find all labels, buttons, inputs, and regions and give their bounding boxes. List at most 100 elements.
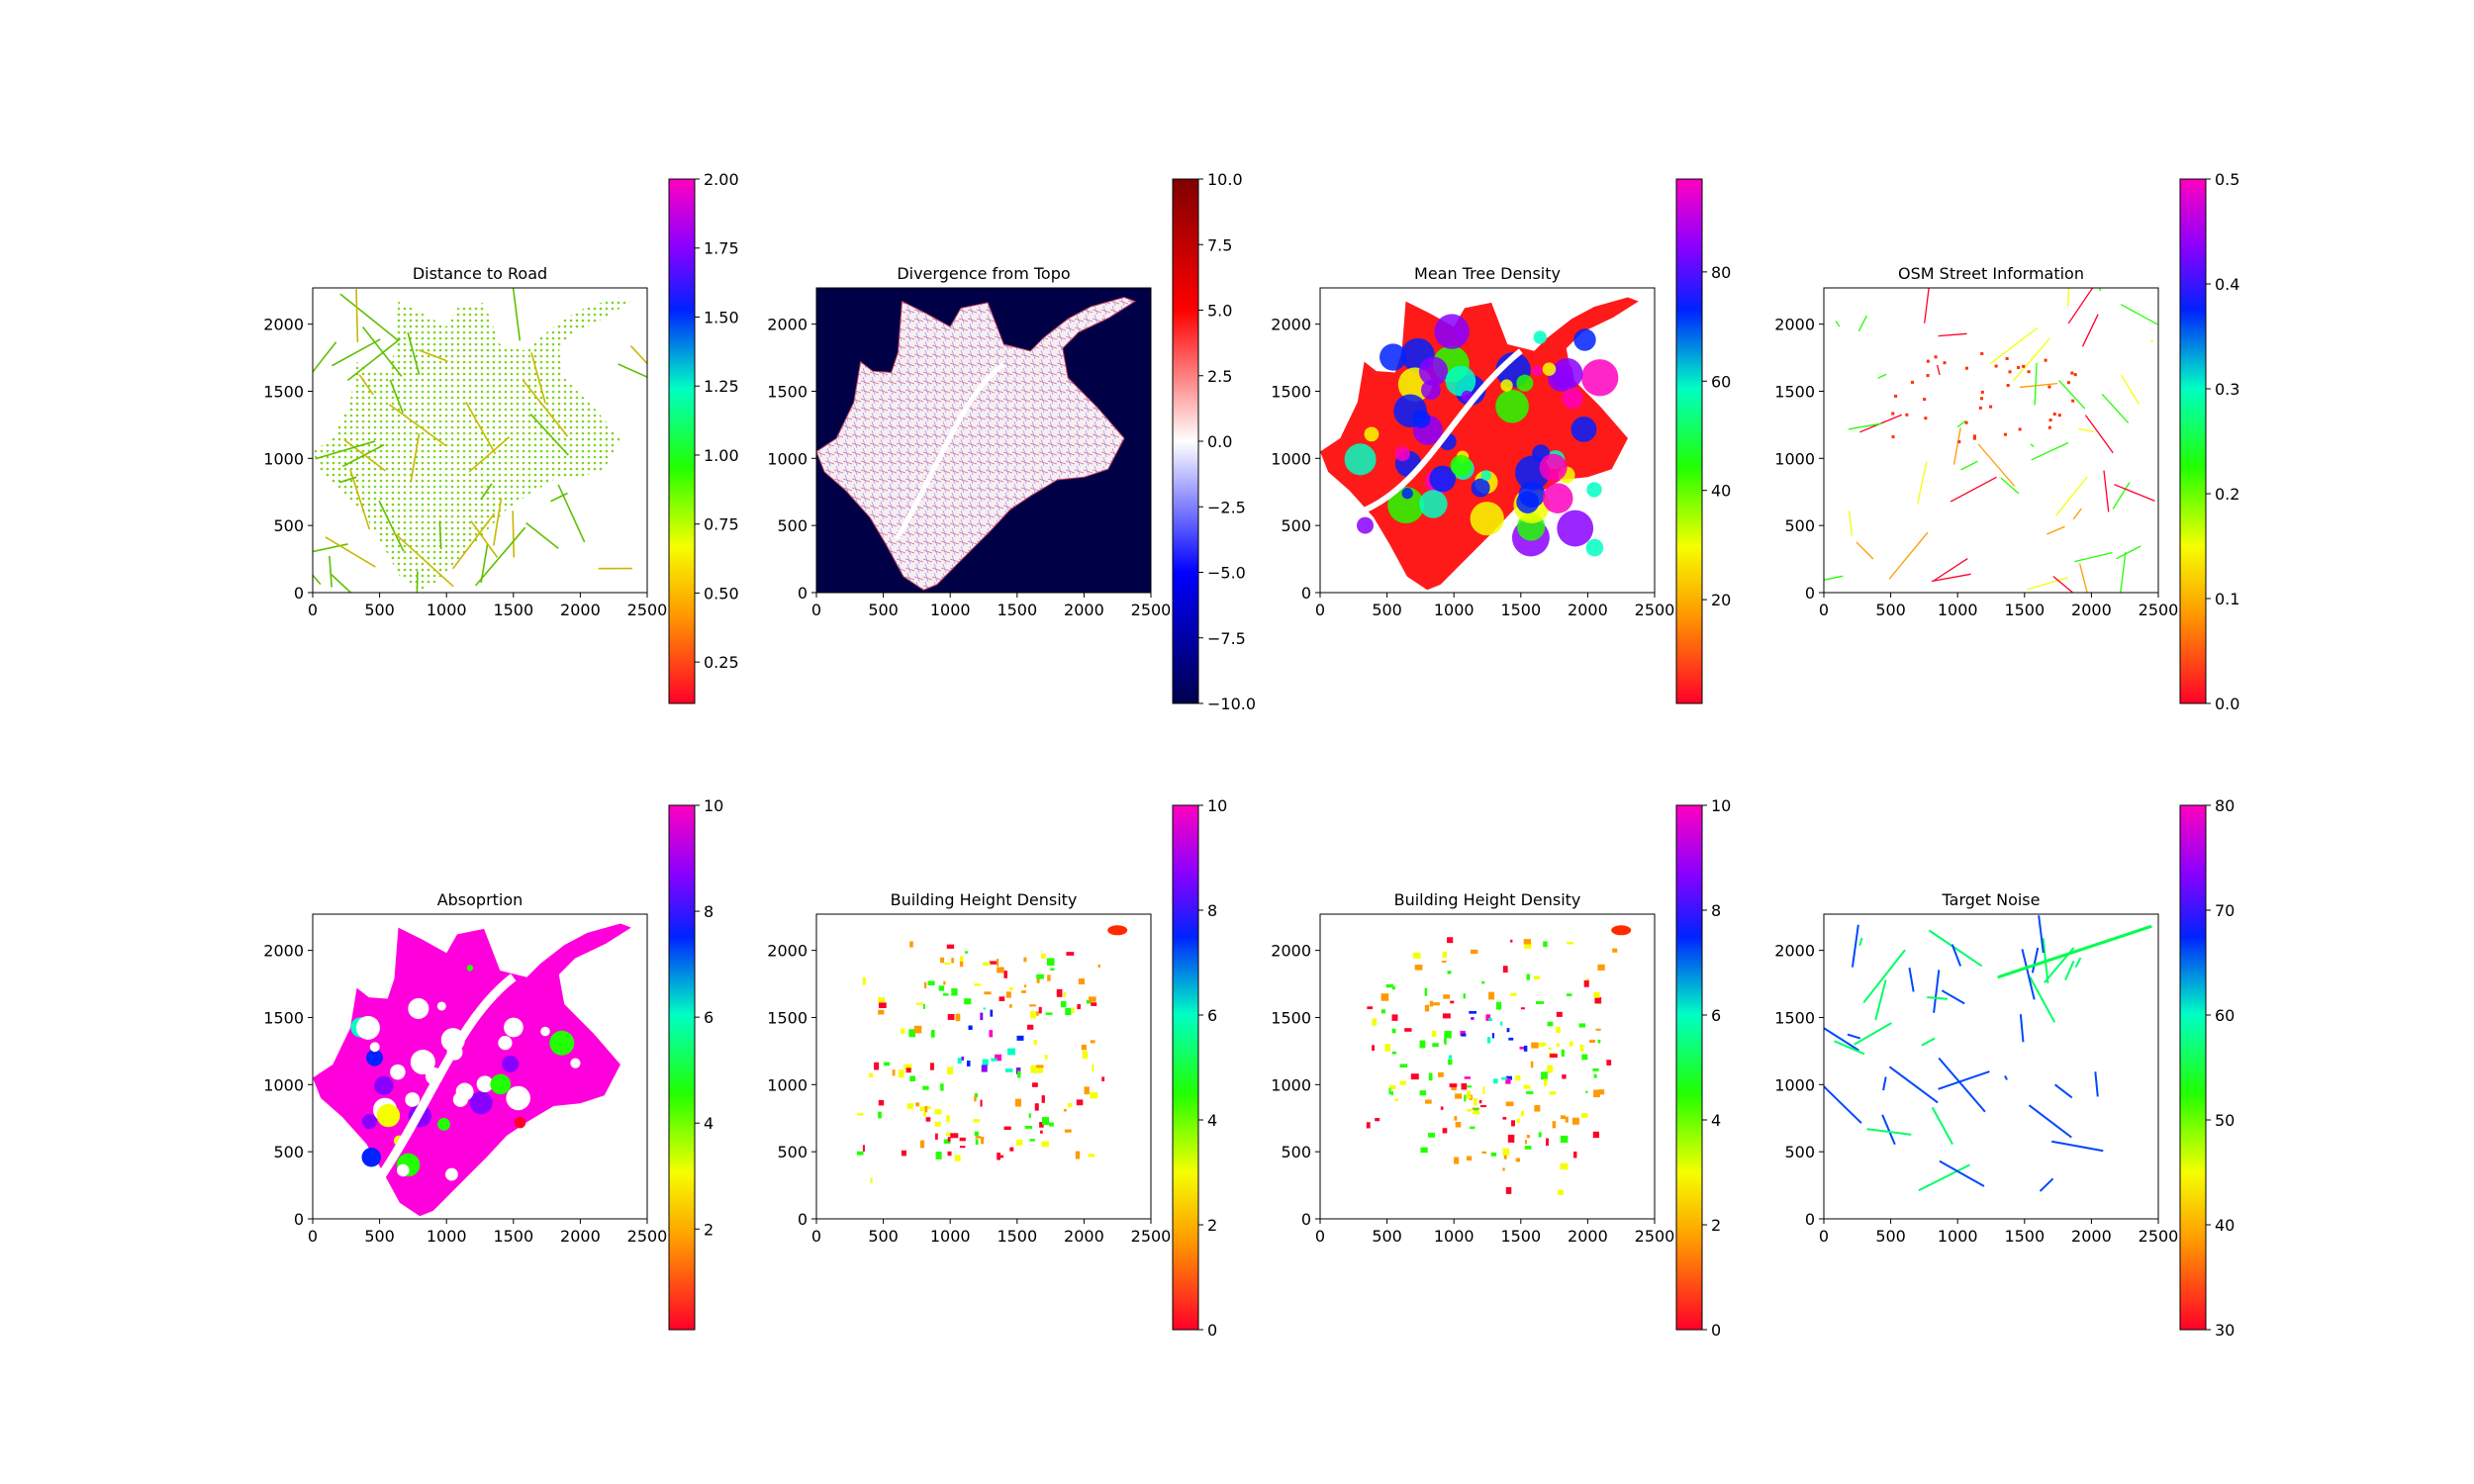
- road-segment: [342, 443, 385, 468]
- x-tick-label: 2500: [2139, 601, 2179, 619]
- y-tick-label: 1000: [767, 1075, 808, 1094]
- road-segment: [512, 510, 516, 558]
- tree-density-patch: [1445, 365, 1476, 397]
- street-segment: [1824, 575, 1844, 581]
- tree-density-patch: [1394, 446, 1410, 462]
- building-cell: [999, 1155, 1004, 1159]
- y-tick-label: 2000: [767, 316, 808, 334]
- building-cell: [1490, 1152, 1497, 1157]
- colorbar-gradient: [1675, 178, 1703, 704]
- road-segment: [313, 341, 337, 374]
- building-cell: [1510, 992, 1517, 996]
- noise-segment: [1854, 1022, 1892, 1046]
- noise-segment: [1908, 968, 1915, 992]
- road-segment: [325, 536, 376, 568]
- building-cell: [1432, 1043, 1439, 1048]
- building-cell: [1471, 1017, 1475, 1020]
- building-cell: [1008, 1004, 1012, 1008]
- building-cell: [857, 1113, 864, 1116]
- building-cell: [1488, 991, 1495, 1000]
- noise-segment: [1881, 1114, 1896, 1146]
- absorption-patch: [408, 997, 429, 1019]
- x-tick-label: 2500: [627, 601, 668, 619]
- colorbar-tick-label: 1.25: [704, 377, 739, 396]
- building-cell: [1078, 977, 1086, 985]
- road-segment: [346, 337, 401, 382]
- y-tick-label: 2000: [1774, 942, 1815, 961]
- building-cell: [1481, 1151, 1487, 1155]
- building-cell: [1464, 1095, 1472, 1099]
- x-tick-label: 500: [868, 601, 899, 619]
- building-cell: [947, 1151, 952, 1157]
- building-cell: [1448, 1059, 1453, 1066]
- building-cell: [1606, 1060, 1612, 1066]
- street-node: [1979, 397, 1983, 401]
- building-cell: [1003, 971, 1007, 978]
- colorbar-tick-label: −5.0: [1207, 564, 1246, 583]
- building-cell: [1464, 1076, 1472, 1079]
- building-cell: [1412, 952, 1421, 959]
- building-cell: [1561, 1049, 1565, 1057]
- tree-density-patch: [1461, 390, 1473, 402]
- street-segment: [1924, 288, 1930, 324]
- building-cell: [927, 980, 935, 985]
- building-cell: [1450, 1000, 1455, 1004]
- tree-density-patch: [1412, 410, 1431, 428]
- building-cell: [938, 985, 945, 991]
- street-node: [1964, 366, 1968, 370]
- x-tick-label: 2500: [2139, 1227, 2179, 1246]
- building-cell: [1526, 1091, 1534, 1094]
- x-tick-label: 2500: [1131, 601, 1172, 619]
- colorbar-tick-label: 7.5: [1207, 235, 1232, 254]
- panel-2: Divergence from Topo 0 500 1000 1500 2000 2500…: [767, 170, 1256, 713]
- building-cell: [1589, 1039, 1596, 1044]
- building-cell: [1597, 1039, 1601, 1044]
- street-node: [1978, 406, 1982, 410]
- building-cell: [1524, 1139, 1527, 1145]
- building-cell: [1042, 1117, 1050, 1126]
- colorbar-gradient: [1172, 178, 1199, 704]
- tree-density-patch: [1573, 328, 1596, 351]
- street-node: [1980, 390, 1984, 394]
- y-tick-label: 500: [273, 1143, 304, 1161]
- y-tick-label: 2000: [767, 942, 808, 961]
- building-cell: [950, 1133, 959, 1139]
- map-background: [1320, 914, 1655, 1219]
- y-tick-label: 0: [1301, 584, 1311, 603]
- colorbar-tick-label: −10.0: [1207, 695, 1256, 713]
- building-cell: [1470, 1126, 1475, 1130]
- street-node: [1964, 420, 1968, 424]
- x-tick-label: 0: [1315, 1227, 1325, 1246]
- building-cell: [1451, 1086, 1457, 1090]
- building-cell: [1036, 1065, 1044, 1073]
- building-cell: [1526, 1135, 1530, 1139]
- building-cell: [1502, 1148, 1510, 1156]
- street-segment: [2114, 484, 2155, 502]
- tree-density-patch: [1421, 380, 1441, 400]
- road-segment: [418, 349, 448, 362]
- street-segment: [2052, 576, 2074, 593]
- building-cluster: [1611, 925, 1632, 936]
- city-absorption-area: [313, 923, 631, 1217]
- road-segment: [512, 288, 522, 341]
- building-cell: [934, 1109, 942, 1115]
- building-cell: [1585, 1090, 1588, 1093]
- axes-frame: [1319, 913, 1656, 1220]
- building-cell: [930, 1030, 935, 1038]
- building-cell: [1036, 975, 1040, 983]
- building-cell: [1519, 1046, 1526, 1050]
- building-cell: [1548, 1047, 1552, 1050]
- building-cell: [1068, 1102, 1073, 1108]
- y-tick-label: 0: [798, 1210, 808, 1229]
- city-divergence-area: [816, 296, 1136, 591]
- building-cell: [1567, 942, 1574, 945]
- road-segment: [550, 492, 568, 503]
- building-cell: [1003, 1126, 1011, 1131]
- absorption-patch: [502, 1055, 520, 1073]
- building-cell: [1579, 1044, 1584, 1052]
- noise-segment: [1847, 1033, 1861, 1040]
- building-cell: [1467, 1090, 1472, 1096]
- map-image: [1320, 914, 1655, 1219]
- y-tick-label: 1500: [263, 382, 304, 401]
- street-node: [2047, 425, 2051, 429]
